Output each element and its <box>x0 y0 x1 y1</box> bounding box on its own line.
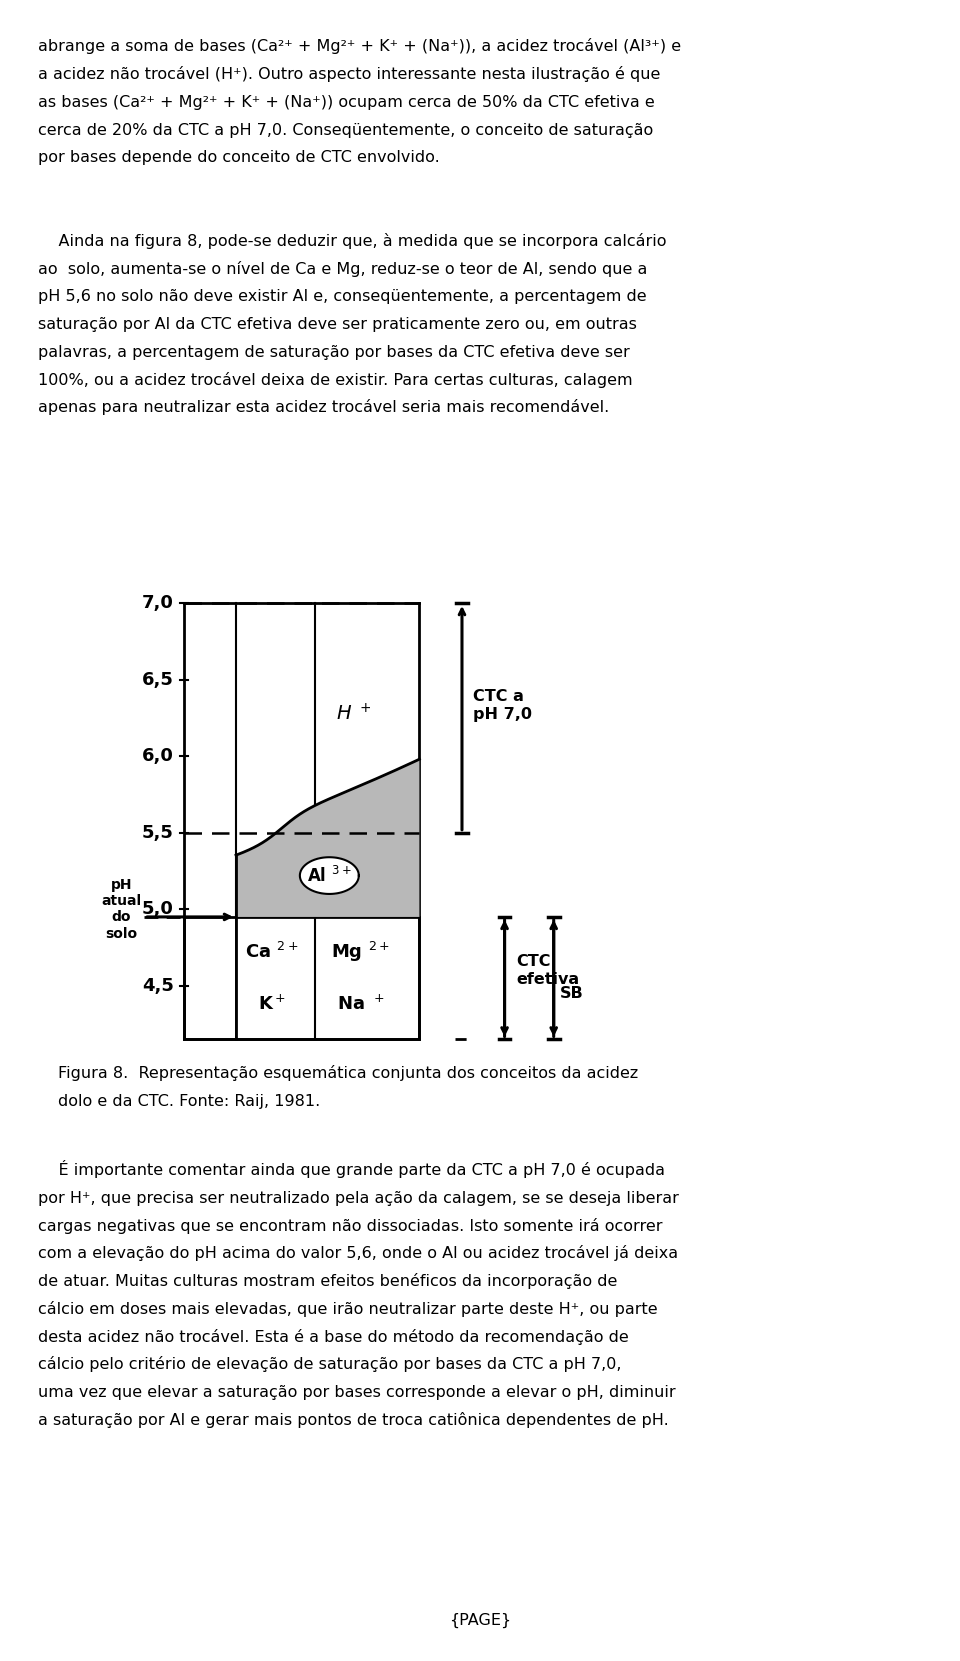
Text: 6,5: 6,5 <box>142 671 174 689</box>
Text: a acidez não trocável (H⁺). Outro aspecto interessante nesta ilustração é que: a acidez não trocável (H⁺). Outro aspect… <box>38 66 660 81</box>
Polygon shape <box>300 857 359 894</box>
Text: 7,0: 7,0 <box>142 595 174 611</box>
Text: de atuar. Muitas culturas mostram efeitos benéficos da incorporação de: de atuar. Muitas culturas mostram efeito… <box>38 1272 618 1289</box>
Text: desta acidez não trocável. Esta é a base do método da recomendação de: desta acidez não trocável. Esta é a base… <box>38 1329 629 1345</box>
Text: uma vez que elevar a saturação por bases corresponde a elevar o pH, diminuir: uma vez que elevar a saturação por bases… <box>38 1385 676 1400</box>
Text: a saturação por Al e gerar mais pontos de troca catiônica dependentes de pH.: a saturação por Al e gerar mais pontos d… <box>38 1412 669 1428</box>
Text: apenas para neutralizar esta acidez trocável seria mais recomendável.: apenas para neutralizar esta acidez troc… <box>38 399 610 415</box>
Polygon shape <box>236 759 420 917</box>
Text: Figura 8.  Representação esquemática conjunta dos conceitos da acidez: Figura 8. Representação esquemática conj… <box>58 1065 637 1081</box>
Text: cerca de 20% da CTC a pH 7,0. Conseqüentemente, o conceito de saturação: cerca de 20% da CTC a pH 7,0. Conseqüent… <box>38 123 654 138</box>
Text: cálcio em doses mais elevadas, que irão neutralizar parte deste H⁺, ou parte: cálcio em doses mais elevadas, que irão … <box>38 1301 658 1317</box>
Text: pH 5,6 no solo não deve existir Al e, conseqüentemente, a percentagem de: pH 5,6 no solo não deve existir Al e, co… <box>38 289 647 304</box>
Text: 100%, ou a acidez trocável deixa de existir. Para certas culturas, calagem: 100%, ou a acidez trocável deixa de exis… <box>38 372 633 387</box>
Text: 6,0: 6,0 <box>142 747 174 766</box>
Text: por H⁺, que precisa ser neutralizado pela ação da calagem, se se deseja liberar: por H⁺, que precisa ser neutralizado pel… <box>38 1191 680 1206</box>
Text: pH
atual
do
solo: pH atual do solo <box>102 879 141 940</box>
Text: as bases (Ca²⁺ + Mg²⁺ + K⁺ + (Na⁺)) ocupam cerca de 50% da CTC efetiva e: as bases (Ca²⁺ + Mg²⁺ + K⁺ + (Na⁺)) ocup… <box>38 95 655 110</box>
Text: SB: SB <box>561 987 584 1002</box>
Text: por bases depende do conceito de CTC envolvido.: por bases depende do conceito de CTC env… <box>38 151 440 166</box>
Bar <box>236 917 420 1040</box>
Text: É importante comentar ainda que grande parte da CTC a pH 7,0 é ocupada: É importante comentar ainda que grande p… <box>38 1159 665 1178</box>
Text: K$^+$: K$^+$ <box>258 995 286 1013</box>
Text: cargas negativas que se encontram não dissociadas. Isto somente irá ocorrer: cargas negativas que se encontram não di… <box>38 1218 663 1234</box>
Text: Ainda na figura 8, pode-se deduzir que, à medida que se incorpora calcário: Ainda na figura 8, pode-se deduzir que, … <box>38 233 667 249</box>
Text: cálcio pelo critério de elevação de saturação por bases da CTC a pH 7,0,: cálcio pelo critério de elevação de satu… <box>38 1357 622 1372</box>
Text: saturação por Al da CTC efetiva deve ser praticamente zero ou, em outras: saturação por Al da CTC efetiva deve ser… <box>38 317 637 332</box>
Text: 5,0: 5,0 <box>142 900 174 919</box>
Text: palavras, a percentagem de saturação por bases da CTC efetiva deve ser: palavras, a percentagem de saturação por… <box>38 345 630 360</box>
Text: {PAGE}: {PAGE} <box>449 1613 511 1628</box>
Text: CTC a
pH 7,0: CTC a pH 7,0 <box>473 689 533 723</box>
Text: Al $^{3+}$: Al $^{3+}$ <box>307 865 351 885</box>
Text: H $^+$: H $^+$ <box>336 703 372 724</box>
Text: 5,5: 5,5 <box>142 824 174 842</box>
Text: dolo e da CTC. Fonte: Raij, 1981.: dolo e da CTC. Fonte: Raij, 1981. <box>58 1093 320 1108</box>
Text: com a elevação do pH acima do valor 5,6, onde o Al ou acidez trocável já deixa: com a elevação do pH acima do valor 5,6,… <box>38 1246 679 1261</box>
Text: 4,5: 4,5 <box>142 977 174 995</box>
Text: Na $^+$: Na $^+$ <box>337 995 384 1013</box>
Text: Mg $^{2+}$: Mg $^{2+}$ <box>331 940 390 963</box>
Text: abrange a soma de bases (Ca²⁺ + Mg²⁺ + K⁺ + (Na⁺)), a acidez trocável (Al³⁺) e: abrange a soma de bases (Ca²⁺ + Mg²⁺ + K… <box>38 38 682 55</box>
Text: CTC
efetiva: CTC efetiva <box>516 955 579 987</box>
Text: Ca $^{2+}$: Ca $^{2+}$ <box>245 942 299 962</box>
Text: ao  solo, aumenta-se o nível de Ca e Mg, reduz-se o teor de Al, sendo que a: ao solo, aumenta-se o nível de Ca e Mg, … <box>38 261 648 276</box>
Bar <box>183 917 236 1040</box>
